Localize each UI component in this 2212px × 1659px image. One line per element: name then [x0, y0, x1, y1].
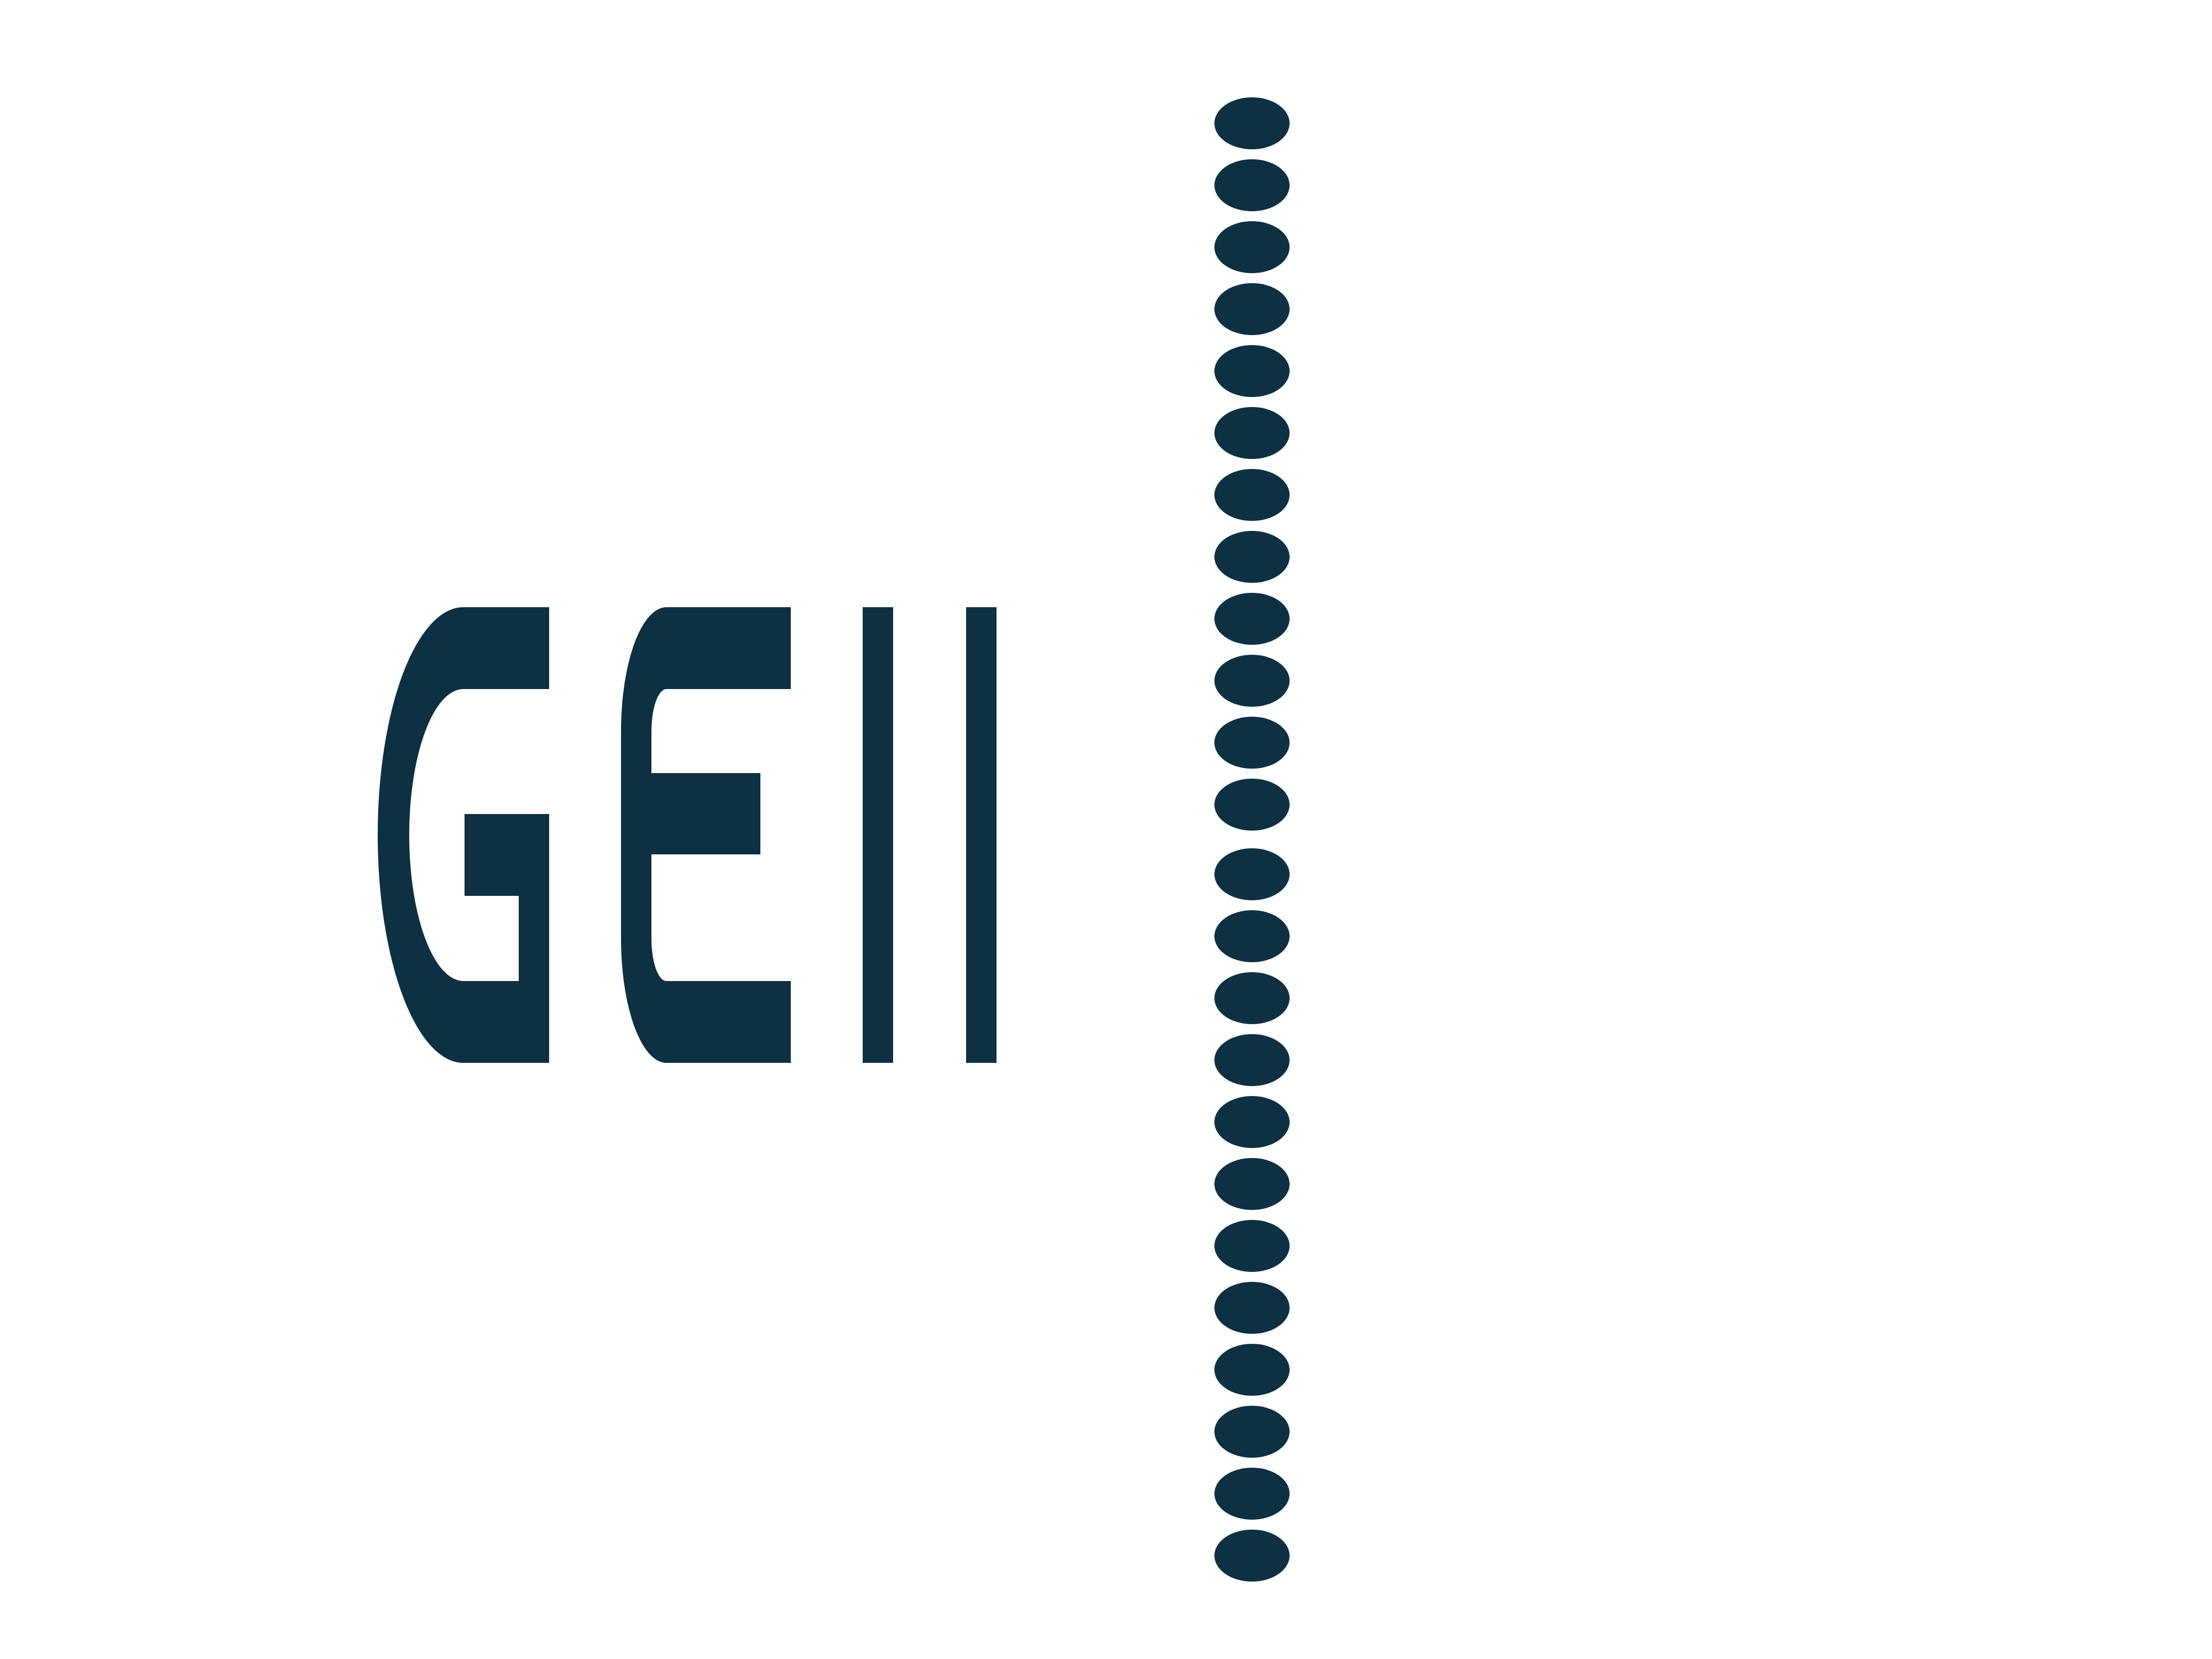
divider-dot-upper-4 [1214, 283, 1290, 335]
divider-dot-lower-7 [1214, 1220, 1290, 1272]
divider-dot-upper-6 [1214, 407, 1290, 459]
logo-lettering [378, 607, 997, 1063]
divider-dot-upper-9 [1214, 593, 1290, 645]
divider-dot-upper-11 [1214, 717, 1290, 769]
divider-dot-lower-9 [1214, 1344, 1290, 1396]
divider-dot-lower-6 [1214, 1158, 1290, 1210]
divider-dot-upper-10 [1214, 655, 1290, 707]
logo-letter-i-second [966, 607, 997, 1063]
divider-dot-lower-11 [1214, 1468, 1290, 1520]
divider-dot-lower-8 [1214, 1282, 1290, 1334]
divider-dot-lower-12 [1214, 1530, 1290, 1582]
logo-letter-i-first [863, 607, 893, 1063]
divider-dot-upper-3 [1214, 221, 1290, 273]
logo-letter-g [378, 607, 549, 1063]
divider-dot-lower-2 [1214, 910, 1290, 962]
divider-dot-lower-10 [1214, 1406, 1290, 1458]
divider-dot-upper-1 [1214, 97, 1290, 149]
divider-dot-upper-2 [1214, 159, 1290, 211]
logo-letter-e [621, 607, 791, 1063]
divider-dot-lower-1 [1214, 848, 1290, 900]
divider-dot-upper-7 [1214, 469, 1290, 521]
divider-dot-lower-4 [1214, 1034, 1290, 1086]
divider-dot-upper-5 [1214, 345, 1290, 397]
dotted-divider [1214, 97, 1290, 1582]
divider-dot-upper-8 [1214, 531, 1290, 583]
divider-dot-lower-3 [1214, 972, 1290, 1024]
divider-dot-upper-12 [1214, 779, 1290, 831]
divider-dot-lower-5 [1214, 1096, 1290, 1148]
